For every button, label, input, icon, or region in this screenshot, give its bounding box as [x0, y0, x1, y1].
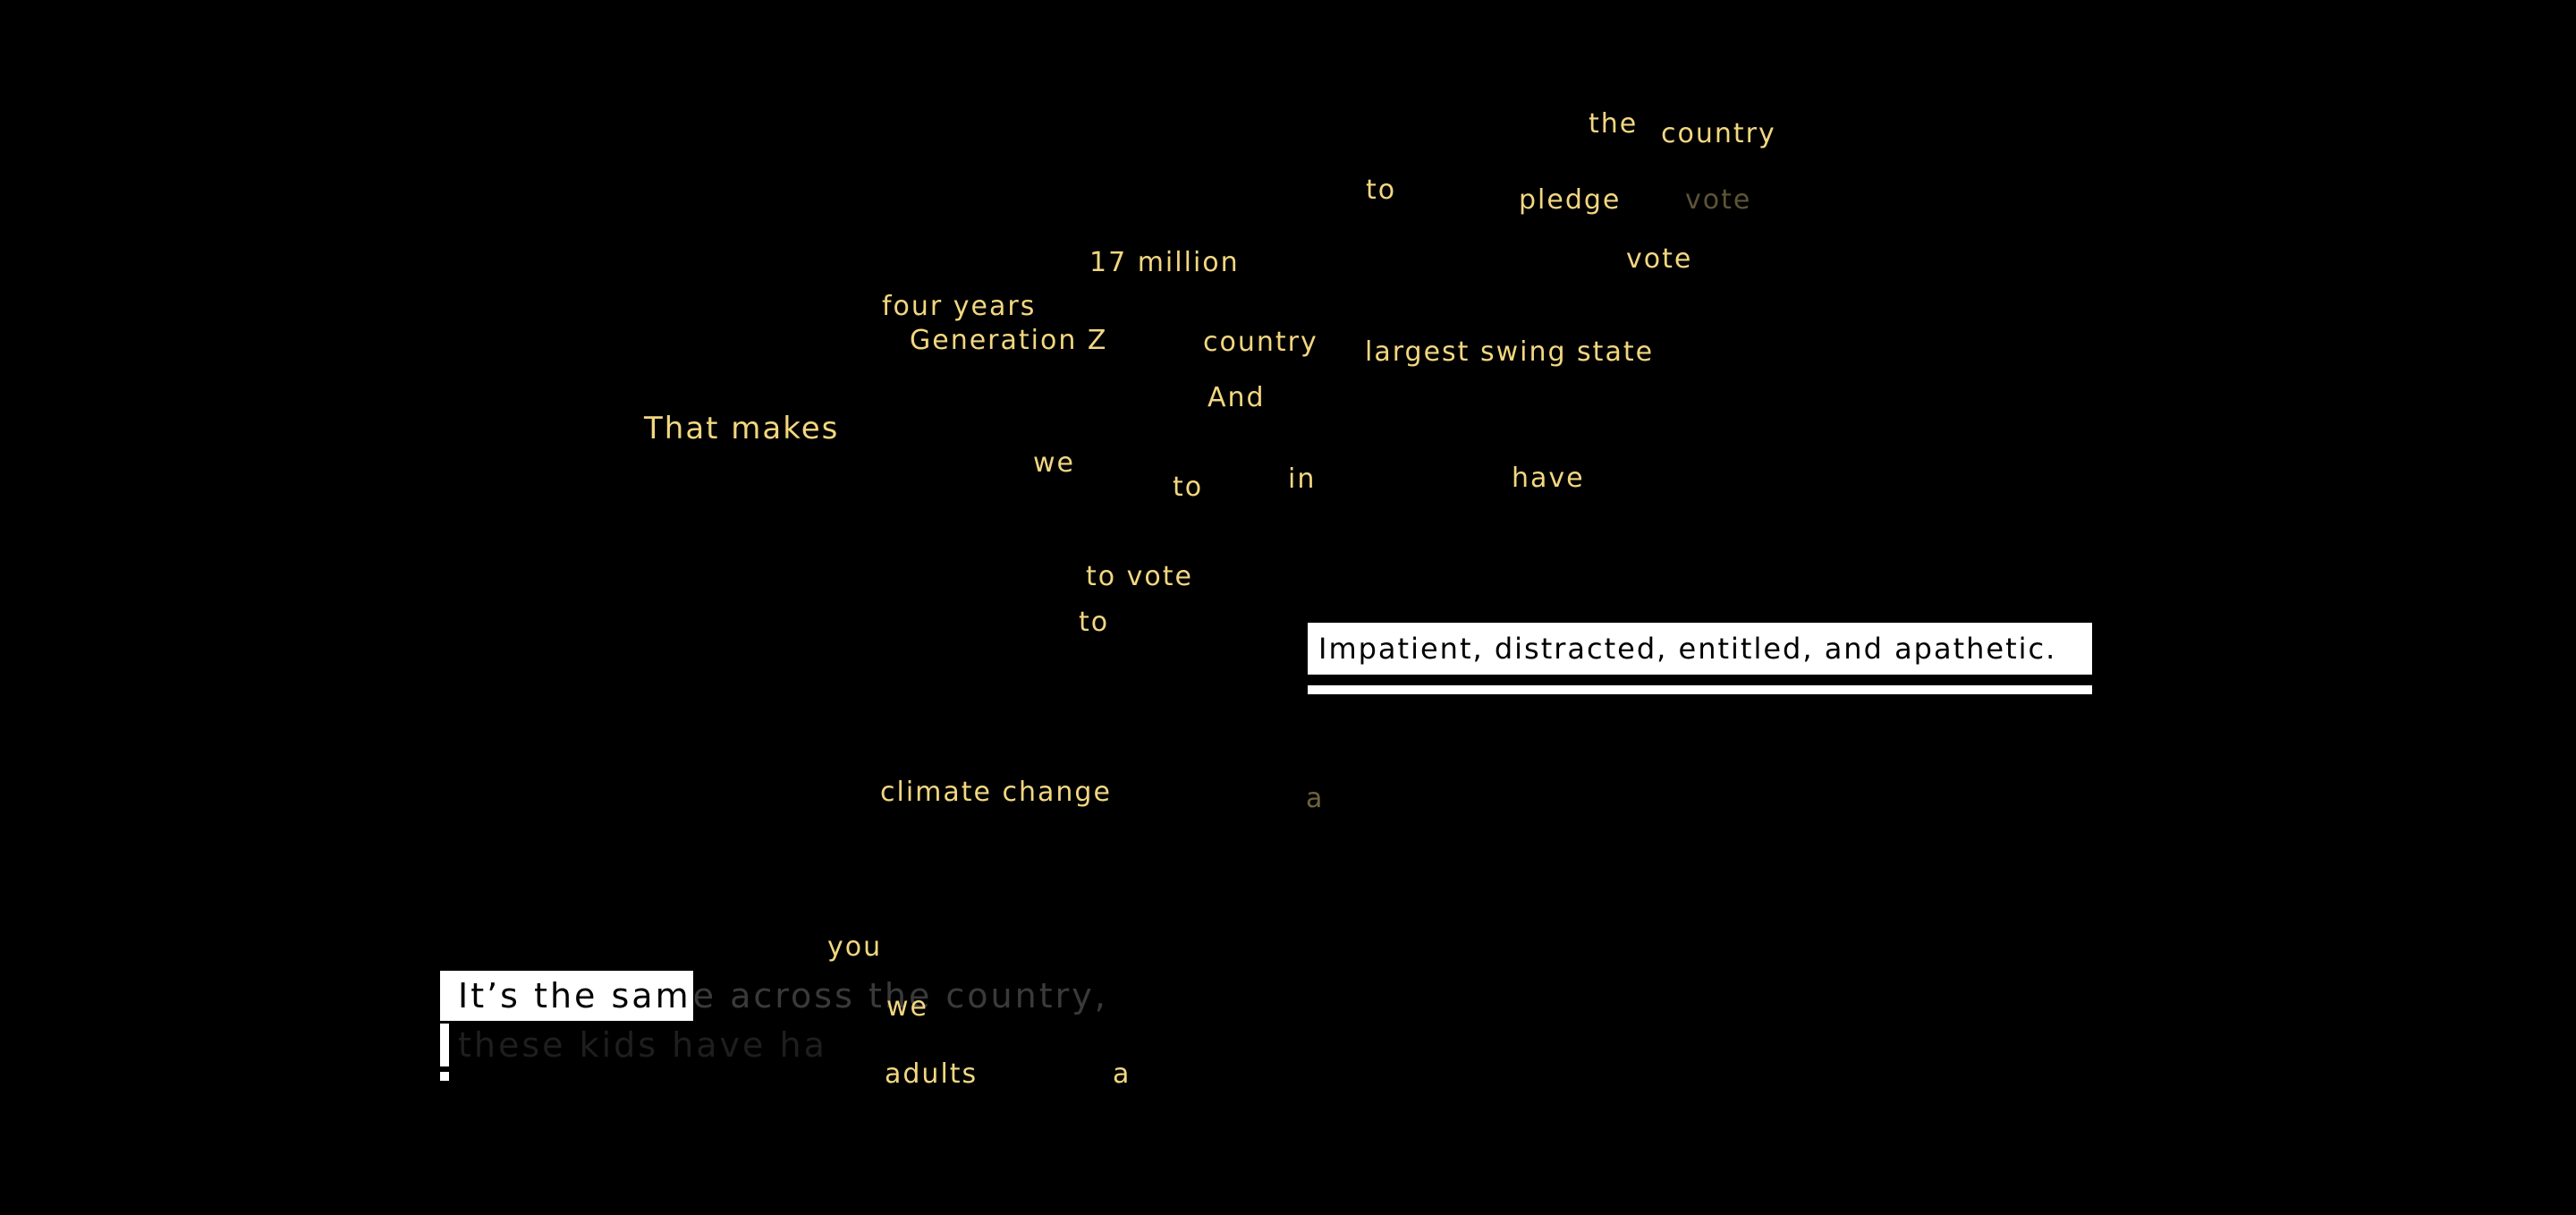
word-to-vote: to vote: [1086, 561, 1193, 592]
word-to-3: to: [1079, 607, 1110, 638]
typed-text: It’s the sam: [440, 971, 693, 1021]
word-adults: adults: [885, 1058, 979, 1090]
word-the: the: [1589, 108, 1639, 140]
word-a-faded: a: [1306, 783, 1325, 814]
typing-caption: It’s the same across the country,: [440, 971, 1108, 1021]
word-that-makes: That makes: [644, 411, 840, 446]
word-to-2: to: [1173, 472, 1204, 503]
quote-underline: [1308, 685, 2092, 694]
word-you: you: [827, 931, 883, 963]
word-we-2: we: [886, 991, 928, 1023]
word-country-mid: country: [1203, 327, 1318, 358]
word-country-top: country: [1661, 118, 1776, 149]
text-cursor: [440, 1024, 449, 1066]
word-we-1: we: [1033, 447, 1075, 479]
word-four-years: four years: [882, 291, 1037, 322]
word-a: a: [1113, 1058, 1131, 1090]
word-vote: vote: [1626, 243, 1693, 275]
word-pledge: pledge: [1519, 184, 1622, 216]
word-and: And: [1208, 382, 1266, 413]
highlighted-quote: Impatient, distracted, entitled, and apa…: [1308, 623, 2092, 675]
word-climate-change: climate change: [880, 777, 1112, 808]
ghost-text: e across the country,: [692, 976, 1108, 1015]
text-cursor-dot: [440, 1072, 449, 1081]
typing-caption-second-line: these kids have ha: [458, 1025, 827, 1065]
word-vote-faded: vote: [1685, 184, 1752, 216]
word-generation-z: Generation Z: [910, 325, 1108, 356]
word-17-million: 17 million: [1089, 247, 1240, 278]
word-largest-swing-state: largest swing state: [1365, 336, 1655, 368]
word-have: have: [1512, 463, 1585, 494]
word-in: in: [1288, 463, 1317, 495]
word-to-1: to: [1366, 174, 1397, 206]
